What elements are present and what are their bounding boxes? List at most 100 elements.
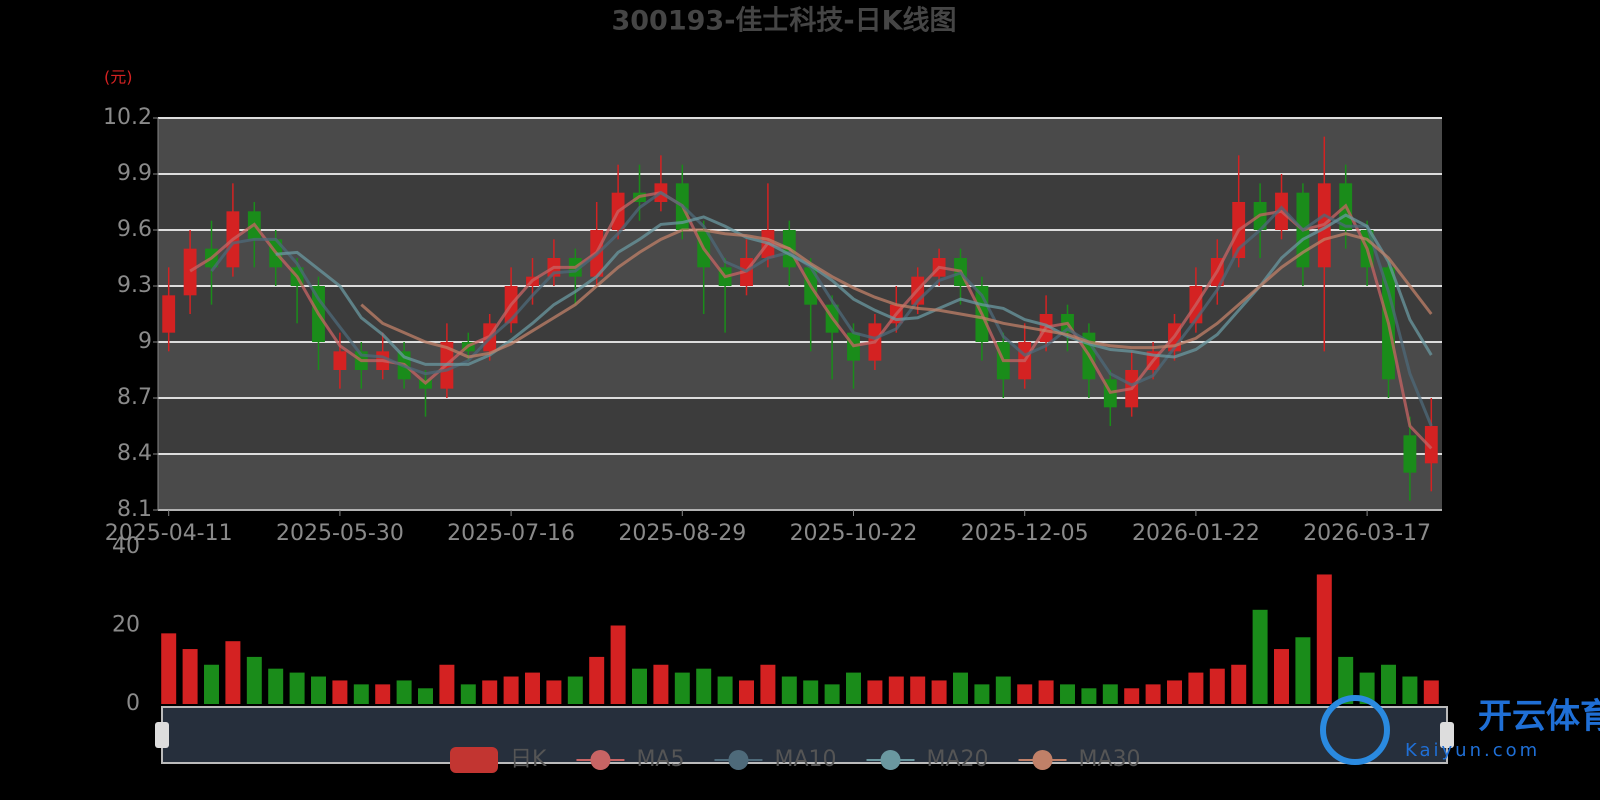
volume-bar [1038,680,1054,704]
volume-bar [1188,672,1204,704]
volume-bar [717,676,733,704]
legend-label: 日K [510,747,547,772]
plot-band [158,342,1442,398]
x-tick-label: 2026-03-17 [1303,521,1431,546]
candle-body [1424,426,1438,464]
x-tick-label: 2026-01-22 [1132,521,1260,546]
candle-body [333,351,347,370]
volume-bar [589,656,605,704]
chart-title: 300193-佳士科技-日K线图 [611,6,956,37]
volume-bar [931,680,947,704]
volume-bar [760,664,776,704]
volume-bar [1124,688,1140,704]
plot-band [158,398,1442,454]
x-tick-label: 2025-04-11 [105,521,233,546]
volume-bar [1102,684,1118,704]
y-tick-label: 9.6 [117,217,152,242]
legend-icon [728,750,749,770]
y-tick-label: 8.1 [117,497,152,522]
plot-background [158,118,1442,510]
legend-icon [880,750,901,770]
volume-bar [418,688,433,704]
volume-bar [1316,574,1332,704]
x-tick-label: 2025-10-22 [790,521,918,546]
volume-bar [1274,649,1289,704]
volume-bar [161,633,177,704]
x-tick-label: 2025-05-30 [276,521,404,546]
legend-label: MA20 [927,747,989,772]
volume-bar [396,680,412,704]
volume-bar [268,668,284,704]
volume-tick-label: 40 [112,534,140,559]
plot-band [158,230,1442,286]
volume-bar [204,664,219,704]
volume-tick-label: 20 [112,613,140,638]
y-tick-label: 9 [138,329,152,354]
y-unit: (元) [104,68,133,87]
watermark: Kaiyun.com [1405,740,1540,761]
legend-icon [590,750,611,770]
volume-bar [803,680,819,704]
plot-band [158,454,1442,510]
legend-label: MA30 [1079,747,1141,772]
volume-bar [888,676,904,704]
volume-bar [1145,684,1161,704]
x-tick-label: 2025-08-29 [618,521,746,546]
volume-bar [995,676,1011,704]
candle-body [1403,435,1417,473]
volume-bar [482,680,498,704]
volume-bar [781,676,797,704]
volume-bar [1381,664,1396,704]
volume-bar [439,664,455,704]
legend-icon [1032,750,1053,770]
volume-bar [974,684,990,704]
volume-bar [460,684,476,704]
volume-bar [674,672,690,704]
volume-bar [1252,609,1268,704]
volume-bar [1295,637,1311,704]
zoom-handle[interactable] [1440,722,1454,748]
x-tick-label: 2025-07-16 [447,521,575,546]
volume-bar [567,676,583,704]
ma-line [275,213,1433,366]
y-tick-label: 9.9 [117,161,152,186]
ma-line [360,228,1433,359]
y-tick-label: 9.3 [117,273,152,298]
volume-bar [610,625,626,704]
x-tick-label: 2025-12-05 [961,521,1089,546]
legend-label: MA5 [636,747,684,772]
volume-bar [846,672,861,704]
volume-bar [1081,688,1097,704]
volume-bar [311,676,326,704]
legend-label: MA10 [774,747,836,772]
volume-bar [696,668,712,704]
volume-bar [953,672,968,704]
volume-bar [867,680,883,704]
volume-bar [1209,668,1225,704]
volume-tick-label: 0 [126,691,140,716]
volume-bar [353,684,369,704]
volume-bar [632,668,647,704]
zoom-slider[interactable] [161,706,1448,764]
volume-bar [1017,684,1033,704]
plot-band [158,174,1442,230]
y-tick-label: 10.2 [103,105,152,130]
volume-bar [1338,656,1354,704]
volume-bar [289,672,305,704]
plot-band [158,118,1442,174]
volume-bar [375,684,391,704]
volume-bar [1060,684,1075,704]
zoom-handle[interactable] [155,722,169,748]
volume-bar [1423,680,1439,704]
volume-bar [182,649,198,704]
candle-body [183,248,197,296]
y-tick-label: 8.4 [117,441,152,466]
volume-bar [824,684,840,704]
volume-bar [653,664,669,704]
volume-bar [1231,664,1247,704]
watermark-logo [1320,695,1390,765]
volume-bar [225,641,241,704]
volume-bar [739,680,754,704]
